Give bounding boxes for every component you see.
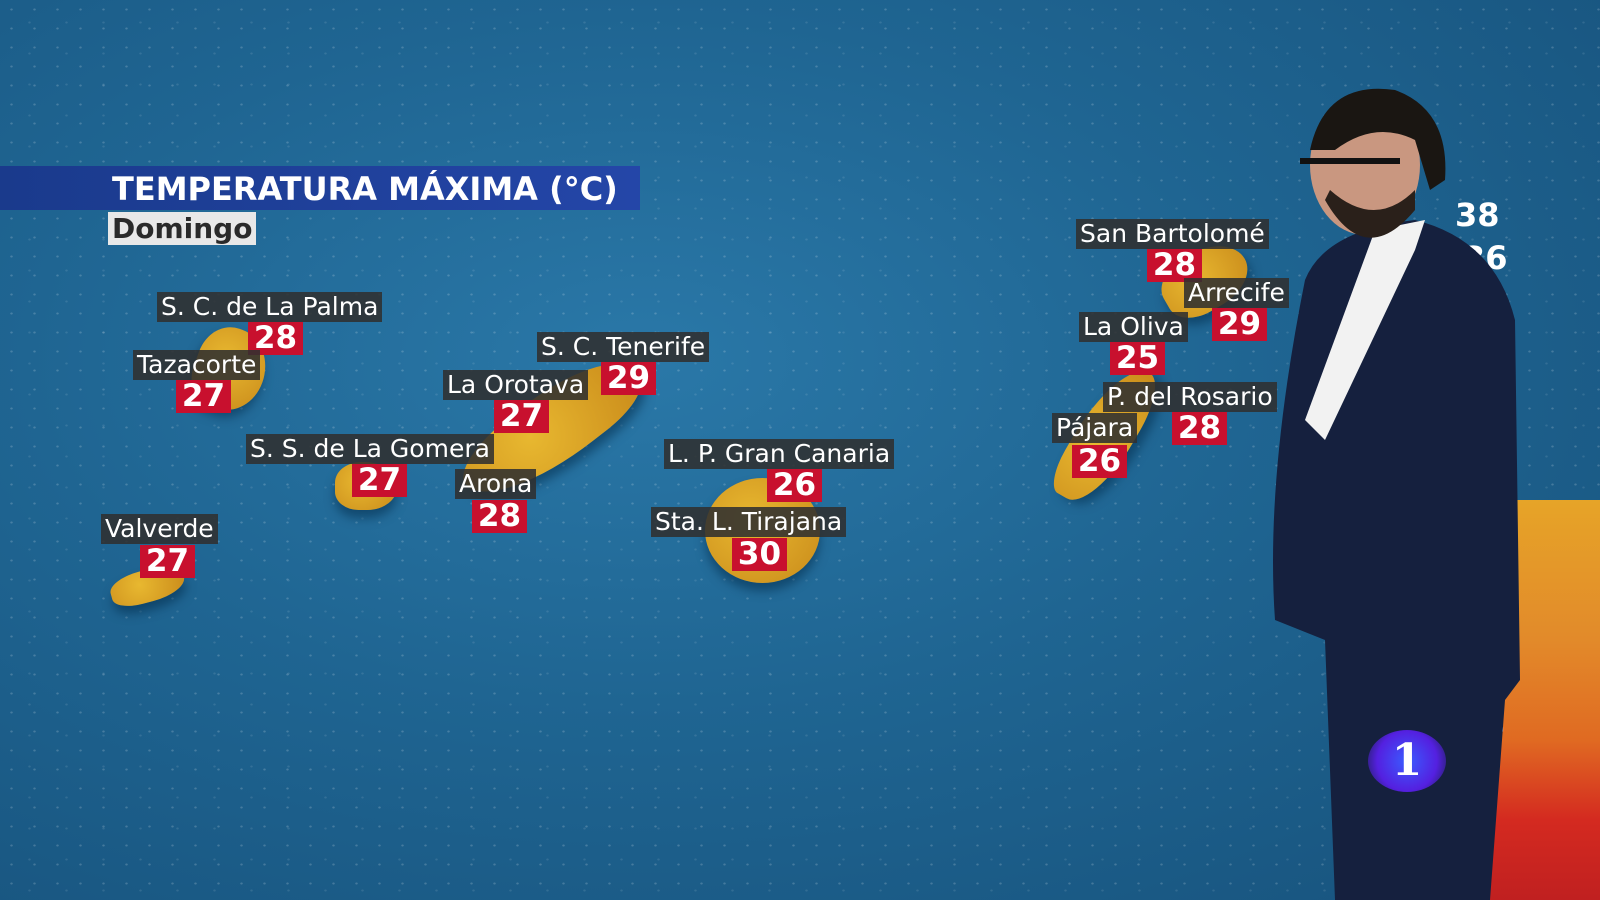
temperature-value: 27: [494, 400, 549, 433]
location-label: Sta. L. Tirajana: [651, 507, 847, 537]
location-label: S. S. de La Gomera: [246, 434, 494, 464]
location-label: La Oliva: [1079, 312, 1188, 342]
temperature-value: 26: [767, 469, 822, 502]
temperature-value: 30: [732, 538, 787, 571]
day-label: Domingo: [108, 212, 257, 245]
temperature-value: 28: [472, 500, 527, 533]
temperature-value: 27: [140, 545, 195, 578]
location-label: S. C. Tenerife: [537, 332, 710, 362]
page-title: TEMPERATURA MÁXIMA (°C): [112, 170, 618, 208]
location-label: P. del Rosario: [1103, 382, 1277, 412]
temperature-value: 27: [176, 380, 231, 413]
presenter-figure: [1273, 88, 1520, 900]
temperature-value: 27: [352, 464, 407, 497]
location-label: Valverde: [101, 514, 218, 544]
location-label: Tazacorte: [133, 350, 261, 380]
edge-value: 38: [1455, 196, 1500, 234]
temperature-value: 29: [601, 362, 656, 395]
location-label: S. C. de La Palma: [157, 292, 383, 322]
temperature-value: 25: [1110, 342, 1165, 375]
title-bar: TEMPERATURA MÁXIMA (°C): [0, 166, 640, 210]
location-label: La Orotava: [443, 370, 589, 400]
location-label: L. P. Gran Canaria: [664, 439, 895, 469]
temperature-value: 28: [1172, 412, 1227, 445]
temperature-value: 26: [1072, 445, 1127, 478]
channel-logo: 1: [1368, 730, 1446, 792]
temperature-value: 29: [1212, 308, 1267, 341]
location-label: Arona: [455, 469, 537, 499]
location-label: Pájara: [1052, 413, 1138, 443]
location-label: San Bartolomé: [1076, 219, 1269, 249]
temperature-value: 28: [248, 322, 303, 355]
temperature-value: 28: [1147, 249, 1202, 282]
location-label: Arrecife: [1184, 278, 1289, 308]
